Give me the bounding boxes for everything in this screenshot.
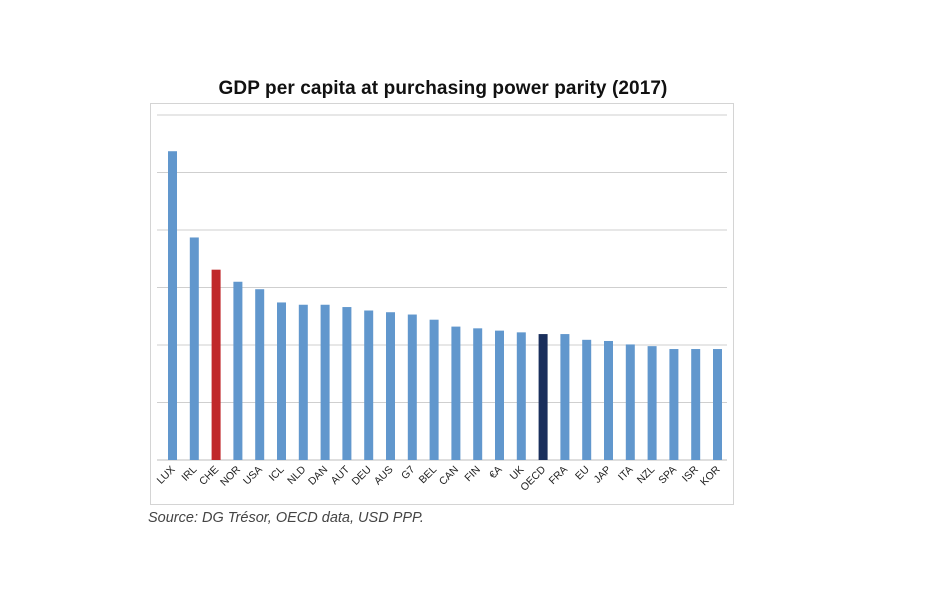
bar-fra (560, 334, 570, 460)
bar-eu (582, 339, 592, 460)
x-tick-label: NZL (635, 464, 658, 487)
x-tick-label: AUS (372, 464, 396, 488)
bars (168, 151, 722, 461)
bar-nld (298, 304, 308, 460)
x-tick-label: NOR (218, 463, 243, 488)
bar-fin (473, 328, 483, 460)
bar-ita (625, 344, 635, 460)
x-tick-label: SPA (656, 464, 679, 487)
x-tick-label: G7 (399, 464, 418, 483)
x-tick-label: €A (487, 464, 505, 482)
bar-aus (386, 312, 395, 460)
bar-g7 (407, 314, 417, 460)
bar-che (211, 269, 221, 460)
bar-spa (669, 349, 679, 460)
bar-dan (320, 304, 330, 460)
bar-kor (713, 349, 722, 460)
x-tick-label: CAN (437, 464, 461, 488)
x-tick-label: USA (241, 464, 265, 488)
bar-can (451, 326, 461, 460)
x-tick-label: ITA (616, 464, 635, 483)
x-tick-label: BEL (417, 464, 440, 487)
chart-source: Source: DG Trésor, OECD data, USD PPP. (148, 510, 424, 526)
bar-oecd (538, 334, 548, 460)
x-tick-label: IRL (179, 464, 199, 484)
bar-lux (168, 151, 177, 460)
x-tick-label: CHE (197, 464, 221, 488)
x-tick-label: FRA (547, 464, 570, 487)
bar-nzl (647, 346, 657, 460)
bar-usa (255, 289, 265, 460)
x-tick-label: ICL (267, 464, 287, 484)
x-tick-label: OECD (518, 463, 548, 493)
x-tick-label: FIN (462, 464, 482, 484)
gridlines (157, 114, 727, 461)
x-tick-label: LUX (155, 464, 178, 487)
bar-uk (516, 332, 526, 460)
bar-aut (342, 307, 352, 460)
bar-irl (189, 237, 199, 460)
x-tick-label: ISR (680, 463, 701, 484)
bar-isr (691, 349, 701, 460)
bar-deu (364, 310, 374, 460)
x-tick-label: DEU (350, 464, 374, 488)
bar-bel (429, 319, 439, 460)
x-tick-label: DAN (306, 464, 330, 488)
x-tick-label: NLD (285, 463, 309, 487)
x-tick-label: KOR (698, 463, 723, 488)
chart-title: GDP per capita at purchasing power parit… (218, 78, 668, 99)
bar-icl (277, 302, 286, 460)
chart-frame: LUX IRL CHE NOR USA ICL NLD DAN AUT DEU AUS G7 BEL CA… (150, 103, 734, 505)
x-tick-label: EU (573, 464, 592, 483)
bar-jap (604, 340, 613, 460)
bar-euro-a (495, 330, 504, 461)
x-tick-label: JAP (592, 464, 614, 486)
x-tick-label: AUT (329, 463, 353, 487)
bar-nor (233, 281, 243, 460)
